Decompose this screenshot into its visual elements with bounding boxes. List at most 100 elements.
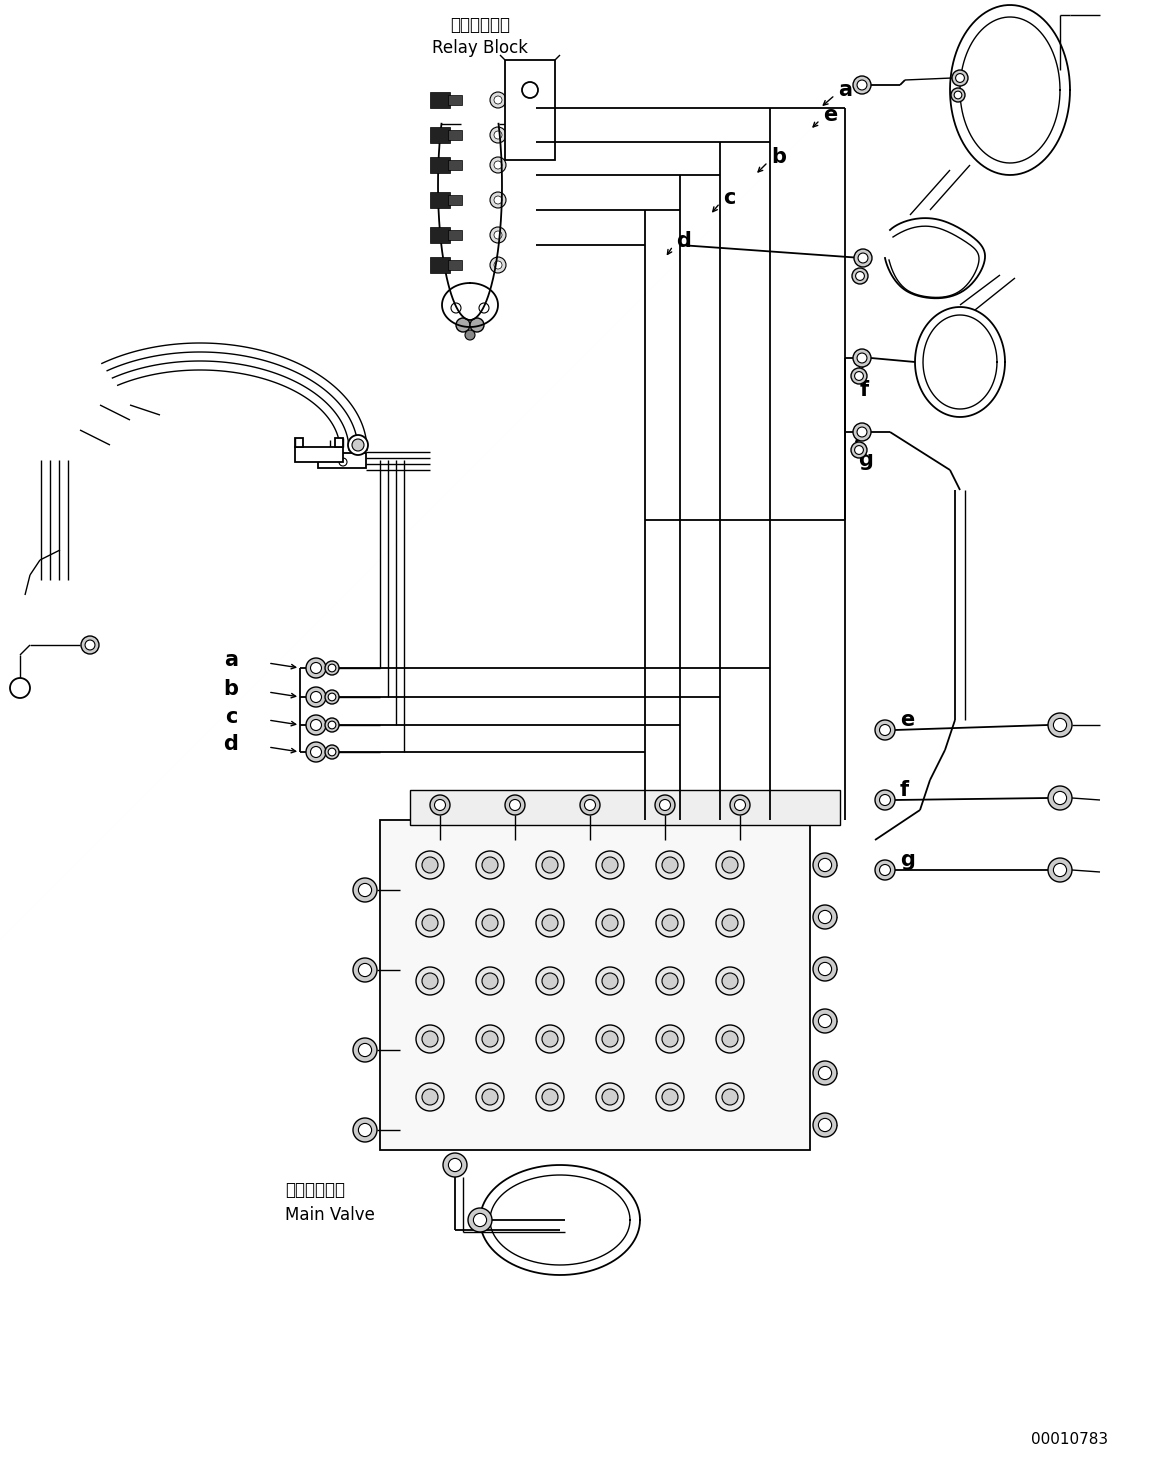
Circle shape [730, 794, 750, 815]
Circle shape [339, 458, 347, 467]
Circle shape [953, 70, 967, 86]
Circle shape [535, 851, 564, 879]
Text: b: b [771, 146, 786, 167]
Circle shape [879, 794, 890, 806]
Bar [430, 127, 450, 143]
Text: d: d [223, 734, 238, 753]
Circle shape [325, 745, 339, 759]
Circle shape [494, 231, 502, 238]
Circle shape [722, 914, 738, 930]
Circle shape [509, 799, 520, 811]
Circle shape [535, 967, 564, 995]
Circle shape [494, 161, 502, 170]
Circle shape [662, 1031, 678, 1048]
Circle shape [951, 88, 965, 102]
Circle shape [325, 691, 339, 704]
Circle shape [855, 372, 863, 380]
Circle shape [353, 1118, 377, 1143]
Circle shape [494, 196, 502, 203]
Circle shape [416, 1083, 444, 1110]
Circle shape [470, 317, 484, 332]
Circle shape [1054, 791, 1066, 805]
Circle shape [489, 127, 506, 143]
Circle shape [851, 442, 867, 458]
Circle shape [818, 910, 832, 923]
Circle shape [476, 1083, 504, 1110]
Circle shape [306, 658, 326, 677]
Text: f: f [859, 380, 869, 399]
Circle shape [465, 331, 475, 339]
Circle shape [479, 303, 489, 313]
Bar [448, 95, 462, 105]
Text: e: e [823, 105, 838, 124]
Text: f: f [900, 780, 909, 800]
Circle shape [10, 677, 30, 698]
Circle shape [353, 878, 377, 903]
Bar [318, 454, 367, 468]
Circle shape [358, 884, 371, 897]
Circle shape [310, 720, 322, 730]
Circle shape [585, 799, 595, 811]
Bar [336, 437, 344, 448]
Circle shape [542, 1031, 558, 1048]
Circle shape [1048, 857, 1072, 882]
Circle shape [857, 80, 867, 89]
Circle shape [596, 967, 624, 995]
Circle shape [580, 794, 600, 815]
Circle shape [422, 1088, 438, 1105]
Circle shape [358, 964, 371, 977]
Circle shape [656, 1083, 684, 1110]
Circle shape [876, 720, 895, 740]
Text: a: a [838, 80, 853, 99]
Circle shape [660, 799, 671, 811]
Circle shape [734, 799, 746, 811]
Circle shape [1054, 718, 1066, 732]
Circle shape [542, 857, 558, 873]
Circle shape [456, 317, 470, 332]
Circle shape [1048, 712, 1072, 737]
Circle shape [306, 715, 326, 734]
Circle shape [655, 794, 674, 815]
Text: e: e [900, 710, 915, 730]
Circle shape [329, 664, 336, 672]
Circle shape [602, 857, 618, 873]
Circle shape [416, 851, 444, 879]
Circle shape [481, 1031, 498, 1048]
Circle shape [506, 794, 525, 815]
Circle shape [858, 253, 867, 263]
Bar [380, 819, 810, 1150]
Circle shape [535, 1083, 564, 1110]
Circle shape [422, 857, 438, 873]
Circle shape [602, 973, 618, 989]
Circle shape [851, 369, 867, 383]
Circle shape [452, 303, 461, 313]
Text: 中継ブロック: 中継ブロック [450, 16, 510, 34]
Circle shape [722, 973, 738, 989]
Circle shape [80, 636, 99, 654]
Circle shape [853, 350, 871, 367]
Text: g: g [858, 451, 873, 470]
Bar [430, 192, 450, 208]
Circle shape [818, 963, 832, 976]
Circle shape [716, 909, 745, 936]
Circle shape [813, 1061, 836, 1086]
Circle shape [481, 1088, 498, 1105]
Circle shape [722, 1031, 738, 1048]
Bar [410, 790, 840, 825]
Circle shape [656, 851, 684, 879]
Circle shape [853, 423, 871, 440]
Circle shape [352, 439, 364, 451]
Circle shape [494, 260, 502, 269]
Circle shape [662, 973, 678, 989]
Circle shape [85, 639, 95, 650]
Circle shape [956, 73, 964, 82]
Circle shape [329, 693, 336, 701]
Circle shape [310, 746, 322, 758]
Circle shape [422, 914, 438, 930]
Circle shape [306, 688, 326, 707]
Bar [448, 130, 462, 140]
Circle shape [662, 1088, 678, 1105]
Circle shape [489, 227, 506, 243]
Circle shape [656, 909, 684, 936]
Circle shape [489, 257, 506, 274]
